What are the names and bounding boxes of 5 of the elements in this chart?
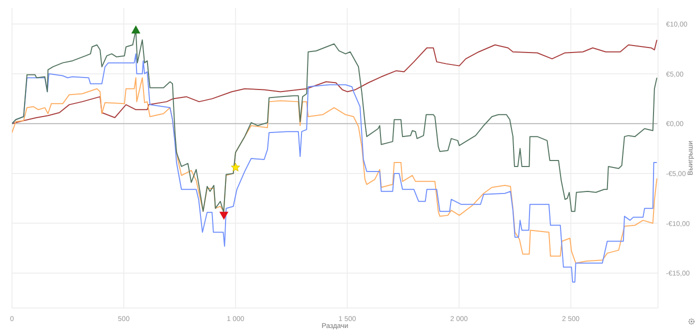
- line-series: [12, 77, 658, 264]
- point: [219, 212, 228, 220]
- line-series: [12, 39, 658, 124]
- point: [131, 25, 140, 34]
- point: [231, 162, 240, 172]
